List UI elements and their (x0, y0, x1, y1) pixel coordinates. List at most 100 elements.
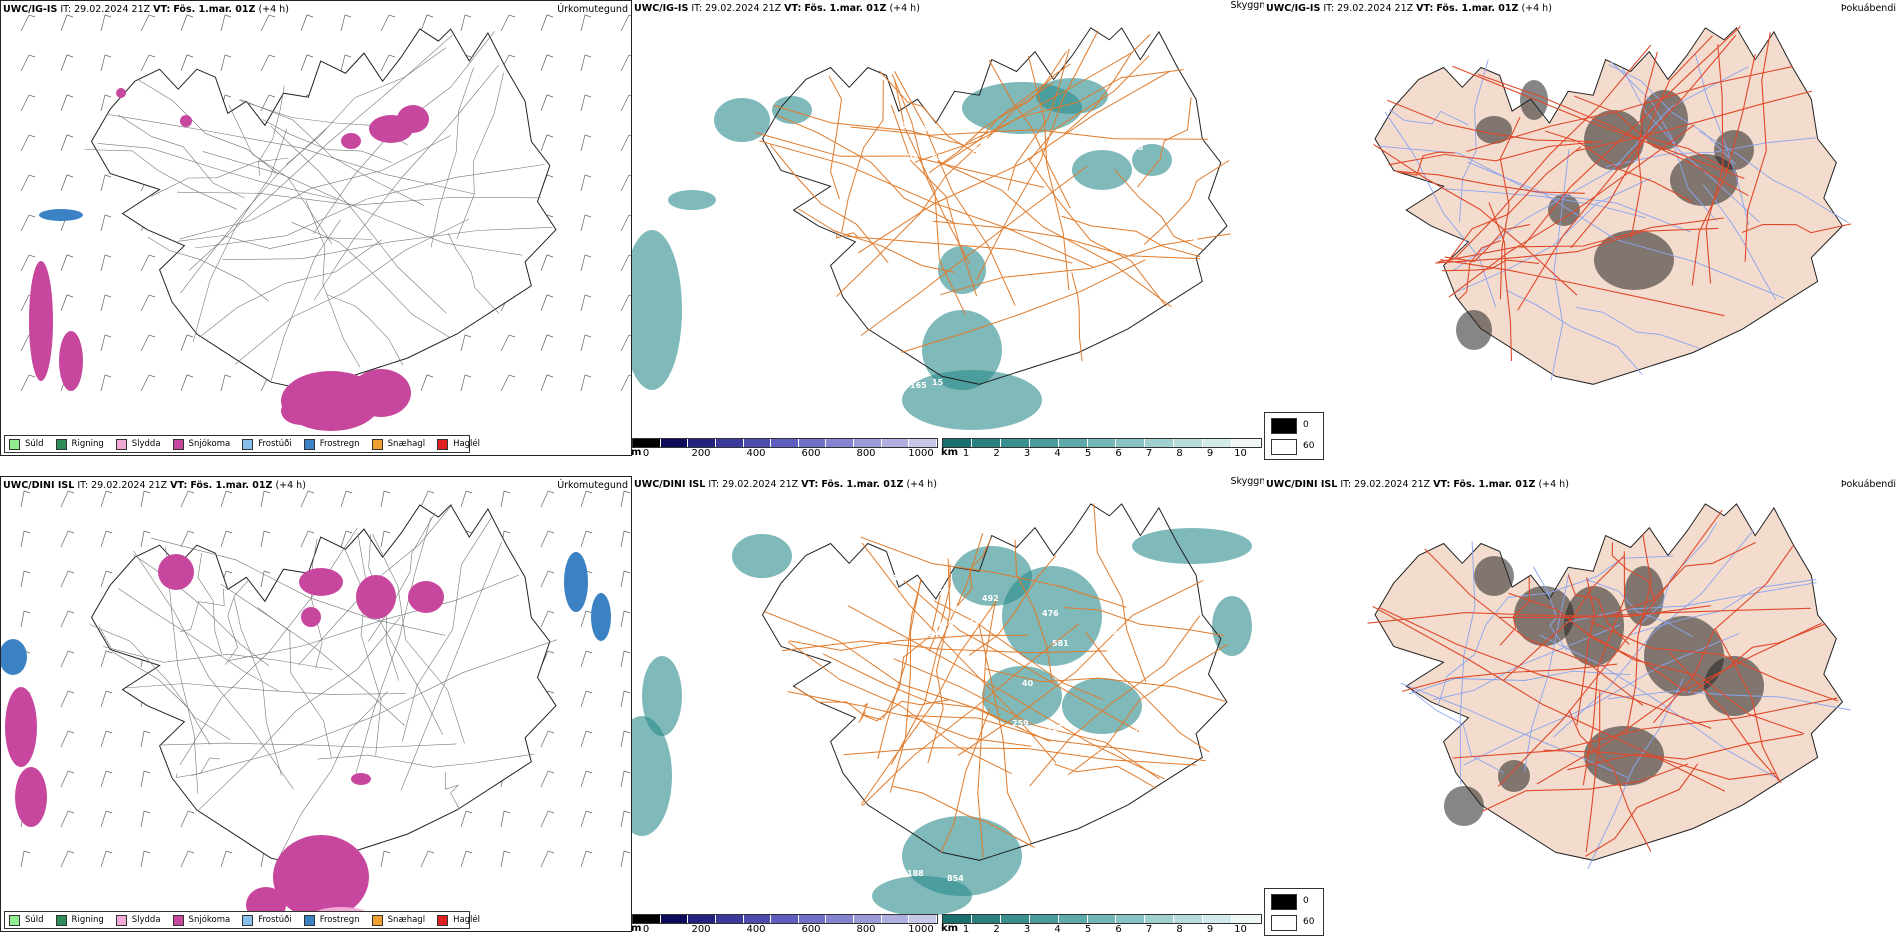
road-segment (1585, 691, 1601, 853)
colorbar-tick: 800 (856, 448, 876, 459)
road-segment (1499, 116, 1521, 300)
legend-label: Snæhagl (387, 439, 426, 449)
visibility-value: 3 (892, 574, 898, 583)
road-segment (401, 517, 492, 742)
road-segment (199, 239, 382, 338)
colorbar-cell (1203, 915, 1233, 923)
road-segment (777, 115, 957, 225)
wind-barb (100, 94, 112, 112)
shaded-area (922, 310, 1002, 390)
road-segment (1585, 763, 1698, 857)
road-segment (1389, 109, 1469, 126)
legend-label: Haglél (453, 915, 481, 925)
wind-barb (100, 850, 113, 868)
wind-barb (300, 54, 314, 72)
colorbar-cell (854, 439, 882, 447)
road-segment (1442, 188, 1646, 219)
road-segment (1714, 628, 1781, 783)
visibility-value: 165 (910, 381, 927, 390)
road-segment (313, 65, 499, 301)
road-segment (1395, 170, 1585, 194)
wind-barb (620, 174, 631, 192)
precip-type-panel: UWC/DINI ISL IT: 29.02.2024 21Z VT: Fös.… (0, 476, 632, 932)
model-name: UWC/IG-IS (3, 4, 58, 15)
shaded-area (1670, 154, 1738, 206)
low-visibility-areas (632, 528, 1252, 916)
road-segment (927, 558, 951, 764)
shaded-area (1444, 786, 1484, 826)
wind-barb (20, 254, 36, 272)
wind-barb (620, 650, 631, 668)
road-segment (940, 233, 1231, 296)
road-segment (165, 546, 199, 794)
road-segment (222, 227, 553, 260)
shaded-area (902, 370, 1042, 430)
wind-barb (420, 14, 434, 32)
shaded-area (772, 96, 812, 124)
road-segment (892, 785, 1035, 848)
colorbar-cell (771, 439, 799, 447)
fog-panel-title: Þokuábendi (1840, 479, 1896, 490)
wind-barb (100, 690, 113, 708)
wind-barb (100, 14, 112, 32)
shaded-area (982, 666, 1062, 726)
colorbar-tick: 0 (642, 448, 650, 459)
road-segment (357, 533, 382, 756)
road-segment (858, 70, 1171, 254)
road-segment (1499, 577, 1531, 646)
wind-barb (60, 610, 75, 628)
road-segment (151, 157, 289, 197)
wind-barb (620, 214, 631, 232)
road-segment (197, 616, 401, 812)
visibility-value: 69 (932, 153, 944, 162)
wind-barb (460, 14, 472, 32)
road-segment (1424, 548, 1644, 707)
colorbar-cell (660, 439, 689, 447)
wind-barb (20, 610, 31, 628)
colorbar-cell (971, 439, 1001, 447)
wind-barb (100, 650, 113, 668)
colorbar-cell (1058, 915, 1088, 923)
colorbar-tick: 8 (1176, 448, 1183, 459)
visibility-value: 40 (1022, 679, 1034, 688)
road-segment (914, 52, 1133, 163)
fog-map (1373, 26, 1852, 385)
panel-header: UWC/IG-IS IT: 29.02.2024 21Z VT: Fös. 1.… (3, 4, 289, 15)
colorbar-tick: 800 (856, 924, 876, 935)
colorbar-tick: 0 (642, 924, 650, 935)
road-segment (286, 47, 447, 165)
wind-barb (20, 850, 31, 868)
fog-legend: 0 60 (1264, 888, 1324, 936)
wind-barb (300, 530, 315, 548)
iceland-outline (90, 504, 557, 867)
shaded-area (397, 105, 429, 133)
wind-barb (540, 94, 554, 112)
wind-barb (220, 530, 233, 548)
wind-barb (60, 174, 74, 192)
wind-barb (620, 94, 631, 112)
colorbar-cell (1116, 439, 1146, 447)
legend-swatch (242, 438, 254, 450)
shaded-area (1704, 656, 1764, 716)
visibility-value: 1 (902, 121, 908, 130)
wind-barb (60, 650, 75, 668)
road-segment (1497, 509, 1723, 787)
wind-barb (500, 490, 511, 508)
legend-swatch (437, 914, 449, 926)
wind-barb (380, 14, 396, 32)
wind-barb (60, 690, 75, 708)
panel-header: UWC/DINI ISL IT: 29.02.2024 21Z VT: Fös.… (634, 479, 937, 490)
wind-barb (20, 530, 31, 548)
road-segment (225, 579, 249, 665)
colorbar-cell (743, 439, 772, 447)
colorbar-tick: 3 (1023, 448, 1031, 459)
road-segment (889, 578, 922, 793)
road-segment (1536, 622, 1822, 785)
road-segment (191, 639, 558, 776)
road-segment (368, 512, 436, 642)
wind-barb (580, 610, 593, 628)
visibility-colorbar: 1 2 3 4 5 6 7 8 9 10 km (941, 914, 1262, 936)
legend-swatch (371, 914, 383, 926)
colorbar-cell (1174, 439, 1204, 447)
colorbar-tick: 10 (1234, 448, 1247, 459)
